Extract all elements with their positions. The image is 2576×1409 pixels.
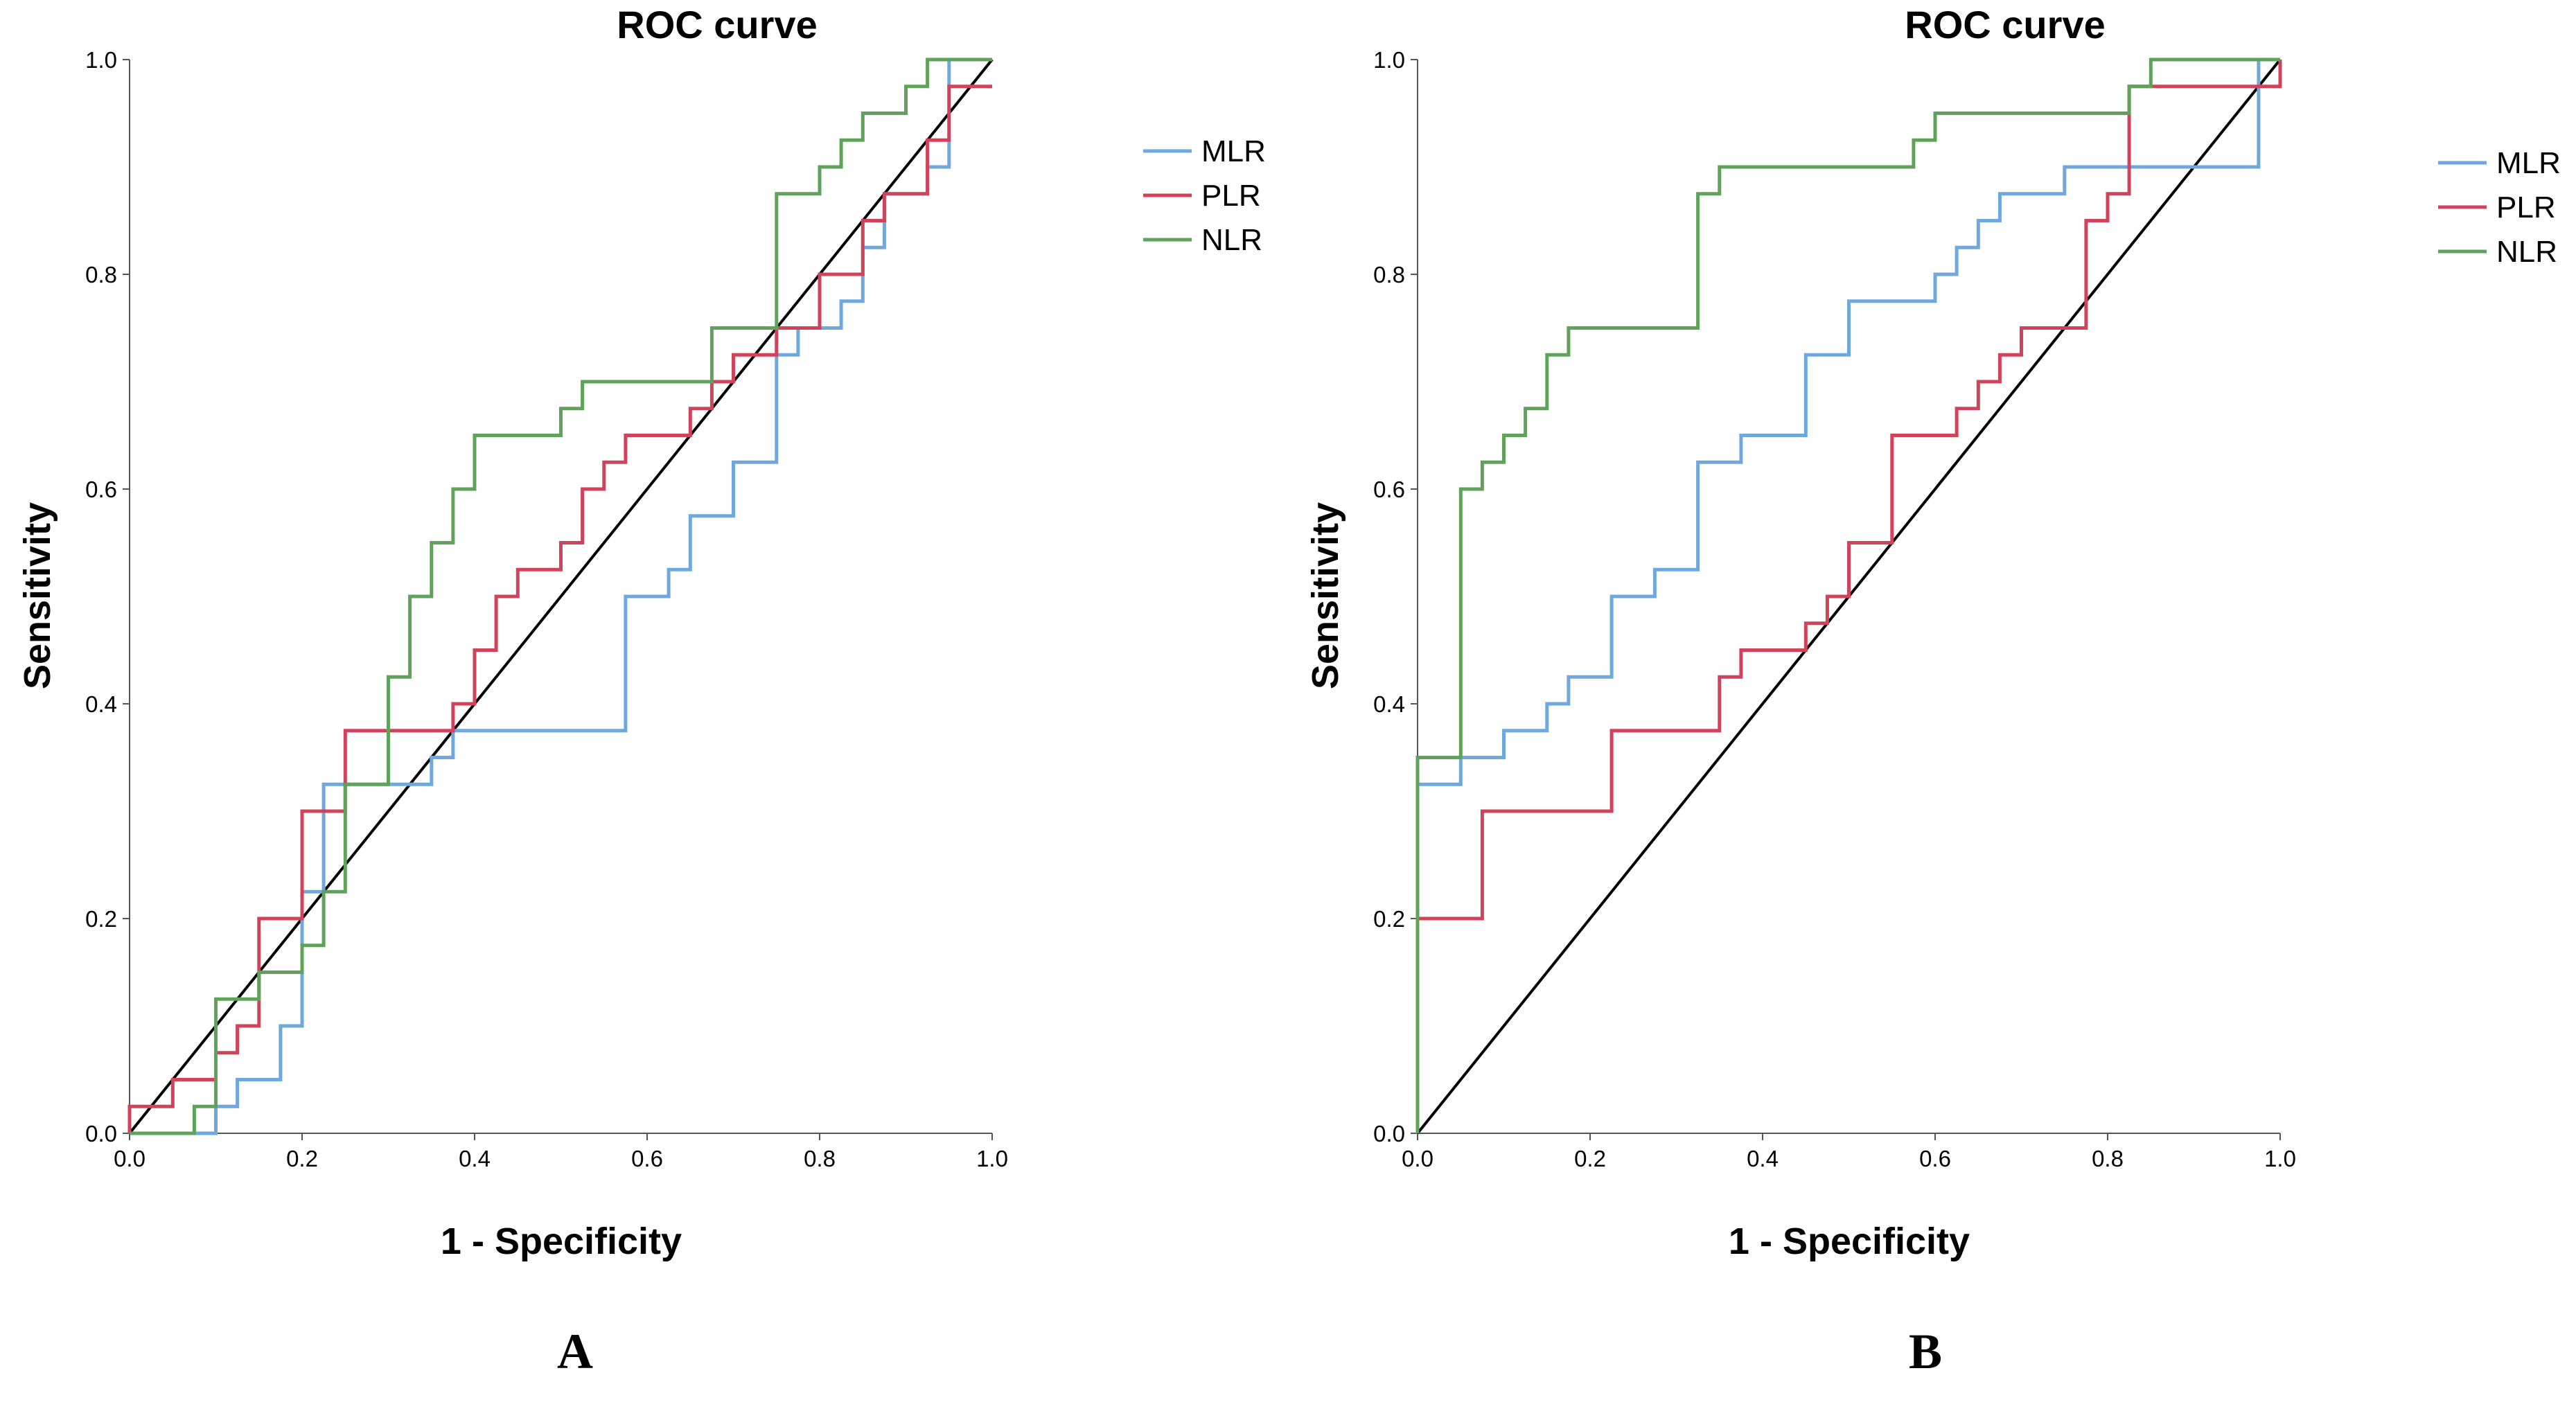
x-tick-label: 0.2: [1574, 1146, 1606, 1171]
legend-label-mlr: MLR: [2496, 146, 2561, 180]
x-tick-label: 0.0: [1402, 1146, 1433, 1171]
y-tick-label: 0.6: [85, 477, 117, 502]
x-tick-label: 0.8: [2092, 1146, 2124, 1171]
y-tick-label: 0.8: [85, 262, 117, 287]
y-tick-label: 0.0: [1373, 1121, 1405, 1146]
roc-panel-a: ROC curve 0.0 0.2 0.4 0.6 0.8 1.0 0.0 0.2 0.4 0.6…: [17, 3, 1266, 1379]
series-line-plr: [127, 85, 992, 1133]
reference-diagonal-line: [128, 58, 994, 1135]
series-line-mlr: [130, 57, 992, 1135]
x-tick-label: 1.0: [2264, 1146, 2296, 1171]
legend: MLR PLR NLR: [1143, 134, 1266, 257]
y-axis-label: Sensitivity: [17, 502, 58, 689]
x-axis-label: 1 - Specificity: [441, 1221, 682, 1262]
series-line-nlr: [130, 57, 992, 1135]
legend-label-plr: PLR: [2496, 190, 2556, 224]
y-tick-label: 0.4: [1373, 691, 1405, 717]
panel-label: A: [557, 1324, 593, 1379]
y-tick-label: 0.2: [85, 906, 117, 932]
legend: MLR PLR NLR: [2438, 146, 2561, 269]
x-tick-label: 0.8: [804, 1146, 836, 1171]
panel-label: B: [1909, 1324, 1942, 1379]
roc-panel-b: ROC curve 0.0 0.2 0.4 0.6 0.8 1.0 0.0 0.2 0.4 0.6…: [1288, 0, 2576, 1409]
series-line-nlr: [1415, 57, 2280, 1133]
chart-title: ROC curve: [1905, 3, 2105, 46]
x-tick-label: 0.2: [286, 1146, 318, 1171]
x-tick-label: 0.4: [1747, 1146, 1779, 1171]
y-tick-label: 1.0: [85, 47, 117, 73]
chart-title: ROC curve: [617, 3, 817, 46]
y-tick-label: 0.6: [1373, 477, 1405, 502]
x-tick-label: 0.6: [1919, 1146, 1951, 1171]
y-tick-label: 1.0: [1373, 47, 1405, 73]
x-tick-label: 1.0: [976, 1146, 1008, 1171]
legend-label-nlr: NLR: [1201, 223, 1262, 257]
y-axis-label: Sensitivity: [1305, 502, 1346, 689]
y-tick-label: 0.4: [85, 691, 117, 717]
x-tick-label: 0.6: [631, 1146, 663, 1171]
plot-area: 0.0 0.2 0.4 0.6 0.8 1.0 0.0 0.2 0.4 0.6 0.8 1.0: [1373, 47, 2296, 1171]
plot-area: 0.0 0.2 0.4 0.6 0.8 1.0 0.0 0.2 0.4 0.6 0.8 1.0: [85, 47, 1008, 1171]
x-tick-label: 0.0: [114, 1146, 145, 1171]
series-line-plr: [1415, 60, 2282, 1133]
series-line-mlr: [1415, 57, 2280, 1133]
x-tick-label: 0.4: [459, 1146, 491, 1171]
legend-label-nlr: NLR: [2496, 235, 2557, 269]
roc-chart-b: ROC curve 0.0 0.2 0.4 0.6 0.8 1.0 0.0 0.2 0.4 0.6…: [1305, 3, 2561, 1379]
x-axis-label: 1 - Specificity: [1729, 1221, 1970, 1262]
legend-label-mlr: MLR: [1201, 134, 1266, 168]
legend-label-plr: PLR: [1201, 179, 1261, 213]
y-tick-label: 0.8: [1373, 262, 1405, 287]
roc-chart-a: ROC curve 0.0 0.2 0.4 0.6 0.8 1.0 0.0 0.2 0.4 0.6…: [17, 3, 1266, 1379]
y-tick-label: 0.0: [85, 1121, 117, 1146]
y-tick-label: 0.2: [1373, 906, 1405, 932]
